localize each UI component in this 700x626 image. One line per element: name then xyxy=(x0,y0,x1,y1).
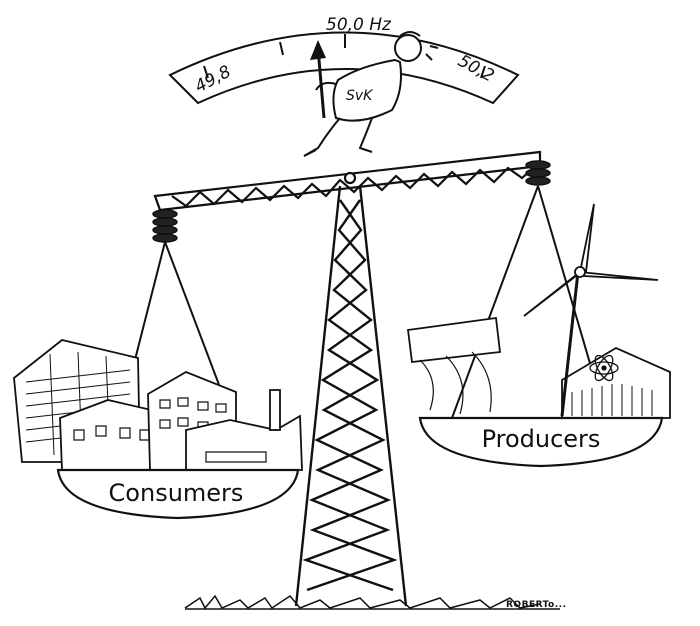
operator-shirt-text: SvK xyxy=(346,88,374,104)
atom-icon xyxy=(589,354,619,382)
producers-pan: Producers xyxy=(418,416,664,468)
operator-body xyxy=(332,58,402,122)
nuclear-plant xyxy=(561,346,671,419)
right-insulator xyxy=(525,160,551,186)
dam xyxy=(406,316,501,363)
producers-label: Producers xyxy=(482,425,601,453)
transmission-tower xyxy=(294,185,408,607)
gauge-tick xyxy=(279,41,284,56)
operator-head xyxy=(394,34,422,62)
operator-figure: SvK xyxy=(303,31,439,157)
grass xyxy=(184,594,541,610)
gauge-tick xyxy=(480,65,486,79)
artist-signature: ROBERTo... xyxy=(506,600,567,610)
dam-water xyxy=(419,351,492,415)
factory-chimney xyxy=(269,389,281,431)
consumer-buildings xyxy=(13,339,303,471)
gauge-label-center: 50,0 Hz xyxy=(326,15,392,35)
plant-hatching xyxy=(571,384,653,416)
consumers-pan: Consumers xyxy=(56,468,300,520)
producer-plants xyxy=(406,203,671,419)
balance-beam xyxy=(153,150,542,212)
gauge-tick xyxy=(203,65,209,79)
consumers-label: Consumers xyxy=(109,479,244,507)
gauge-needle xyxy=(310,40,326,119)
left-insulator xyxy=(152,209,178,243)
wind-turbine xyxy=(523,203,659,417)
